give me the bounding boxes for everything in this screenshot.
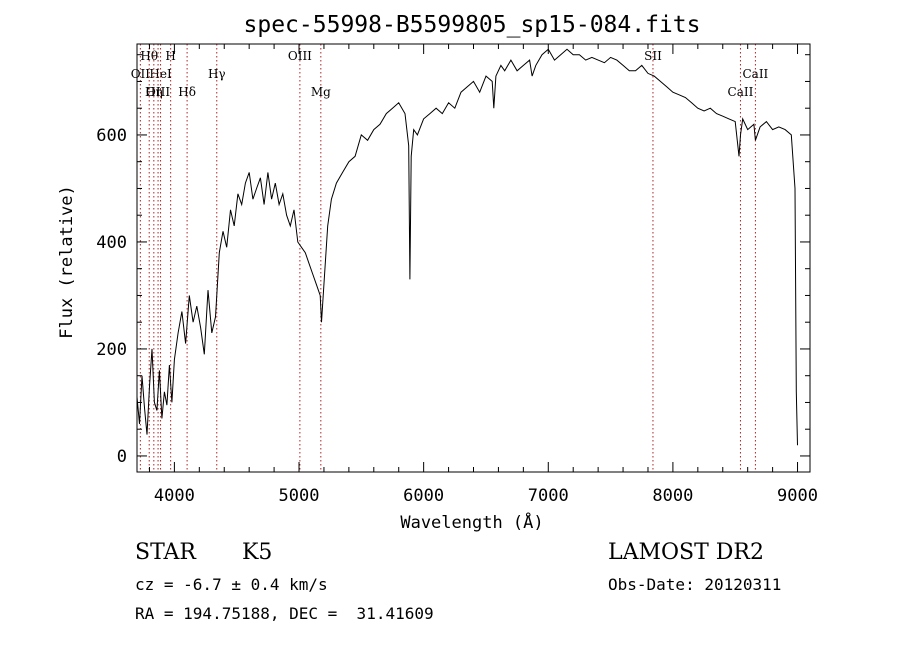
object-subclass: K5 [242,540,273,565]
line-marker-label: Hη [145,85,163,99]
line-marker-label: H [165,49,175,63]
line-marker-label: SII [644,49,662,63]
line-marker-label: OII [131,67,151,81]
y-tick-label: 0 [117,447,127,467]
line-marker-label: Mg [311,85,331,99]
spectrum-line-0 [136,48,798,446]
line-marker-label: CaII [728,85,754,99]
axis-ticks: 4000 5000 6000 7000 8000 9000 0 200 400 600 [96,44,818,506]
y-tick-label: 400 [96,233,127,253]
x-tick-label: 5000 [279,486,320,506]
x-tick-label: 4000 [154,486,195,506]
object-class: STAR [135,540,196,565]
line-marker-label: OIII [146,85,170,99]
survey-name: LAMOST DR2 [608,540,764,565]
y-axis-label: Flux (relative) [57,185,77,339]
line-marker-label: OIII [288,49,312,63]
coordinates: RA = 194.75188, DEC = 31.41609 [135,604,434,623]
y-tick-label: 200 [96,340,127,360]
line-marker-label: HeI [149,67,172,81]
x-tick-label: 7000 [528,486,569,506]
line-marker-label: CaII [742,67,768,81]
obs-date: Obs-Date: 20120311 [608,575,782,594]
redshift-cz: cz = -6.7 ± 0.4 km/s [135,575,328,594]
chart-title: spec-55998-B5599805_sp15-084.fits [244,12,701,38]
line-marker-label: Hθ [140,49,158,63]
line-marker-label: Hδ [178,85,196,99]
line-marker-label: Hγ [208,67,226,81]
x-axis-label: Wavelength (Å) [400,511,543,533]
x-tick-label: 9000 [777,486,818,506]
y-tick-label: 600 [96,126,127,146]
x-tick-label: 8000 [652,486,693,506]
spectrum-series [136,48,798,446]
x-tick-label: 6000 [403,486,444,506]
